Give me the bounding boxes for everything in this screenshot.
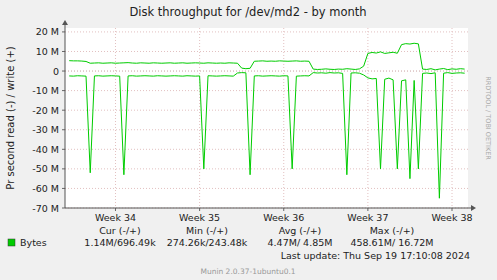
chart: Disk throughput for /dev/md2 - by month P…: [0, 0, 497, 280]
x-grid-line: [452, 28, 453, 208]
x-tick-label: Week 36: [263, 212, 304, 223]
y-tick-label: -20 M: [32, 105, 59, 116]
legend-cell: 1.14M/696.49k: [84, 237, 156, 248]
legend-column-header: Avg (-/+): [279, 225, 322, 236]
x-tick-label: Week 35: [179, 212, 220, 223]
y-grid-line: [65, 188, 468, 189]
last-update: Last update: Thu Sep 19 17:10:08 2024: [281, 250, 470, 261]
legend-column-header: Cur (-/+): [99, 225, 141, 236]
y-axis-arrow: [62, 20, 68, 25]
y-tick-label: -10 M: [32, 85, 59, 96]
y-tick-label: 10 M: [36, 46, 59, 57]
series-group: [69, 43, 464, 198]
x-tick-label: Week 37: [347, 212, 388, 223]
legend-column-header: Max (-/+): [370, 225, 415, 236]
y-tick-label: -70 M: [32, 203, 59, 214]
y-grid-line: [65, 168, 468, 169]
y-grid-line: [65, 90, 468, 91]
legend-column-header: Min (-/+): [186, 225, 228, 236]
y-grid-line: [65, 31, 468, 32]
plot-area: [65, 28, 468, 208]
y-grid-line: [65, 110, 468, 111]
legend-label: Bytes: [20, 237, 47, 248]
y-grid-line: [65, 71, 468, 72]
y-axis-label: Pr second read (-) / write (+): [5, 46, 16, 189]
series-line: [69, 43, 464, 70]
watermark: RRDTOOL / TOBI OETIKER: [484, 76, 492, 160]
legend-cell: 458.61M/ 16.72M: [350, 237, 433, 248]
y-axis: [65, 24, 66, 208]
legend-cell: 4.47M/ 4.85M: [268, 237, 333, 248]
title: Disk throughput for /dev/md2 - by month: [129, 5, 366, 19]
y-tick-label: -30 M: [32, 124, 59, 135]
y-tick-label: -40 M: [32, 144, 59, 155]
y-tick-label: 0: [53, 66, 59, 77]
series-line: [69, 73, 464, 199]
footer: Munin 2.0.37-1ubuntu0.1: [200, 267, 295, 276]
y-tick-label: 20 M: [36, 26, 59, 37]
y-grid-line: [65, 51, 468, 52]
legend-cell: 274.26k/243.48k: [167, 237, 248, 248]
x-grid-line: [115, 28, 116, 208]
x-axis-arrow: [471, 205, 476, 211]
x-tick-label: Week 34: [95, 212, 136, 223]
x-axis: [65, 208, 472, 209]
legend-swatch: [8, 239, 15, 246]
background: [0, 0, 497, 280]
y-tick-label: -50 M: [32, 163, 59, 174]
x-grid-line: [283, 28, 284, 208]
y-tick-label: -60 M: [32, 183, 59, 194]
x-grid-line: [199, 28, 200, 208]
x-tick-label: Week 38: [431, 212, 472, 223]
